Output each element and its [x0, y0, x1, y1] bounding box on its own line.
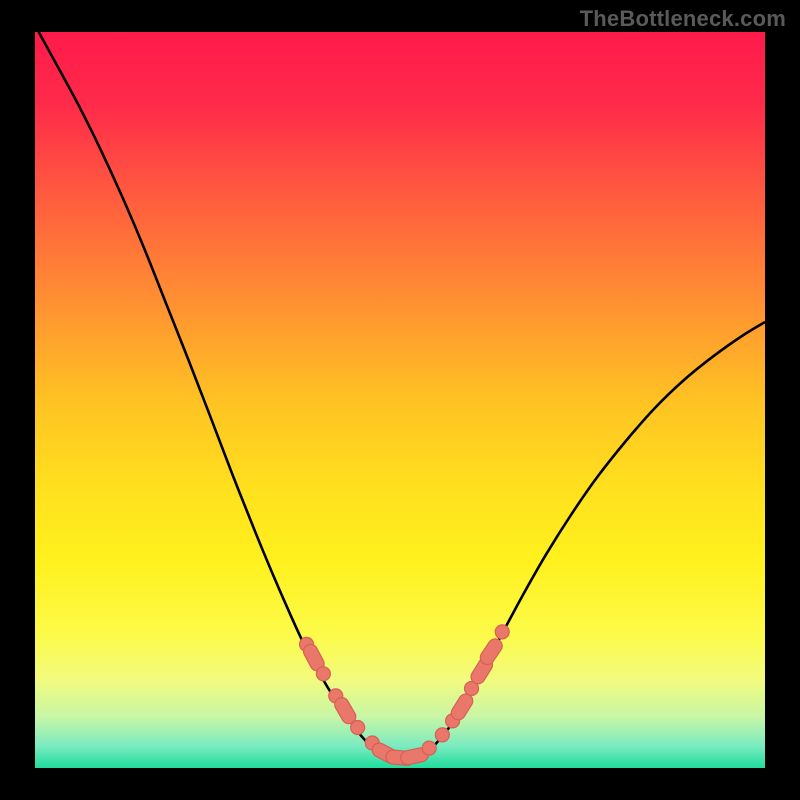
- watermark-text: TheBottleneck.com: [580, 6, 786, 32]
- chart-container: TheBottleneck.com: [0, 0, 800, 800]
- marker-dot: [351, 721, 365, 735]
- bottleneck-chart: [0, 0, 800, 800]
- marker-dot: [435, 728, 449, 742]
- marker-dot: [316, 667, 330, 681]
- marker-dot: [422, 741, 436, 755]
- marker-dot: [495, 625, 509, 639]
- plot-background: [35, 32, 765, 768]
